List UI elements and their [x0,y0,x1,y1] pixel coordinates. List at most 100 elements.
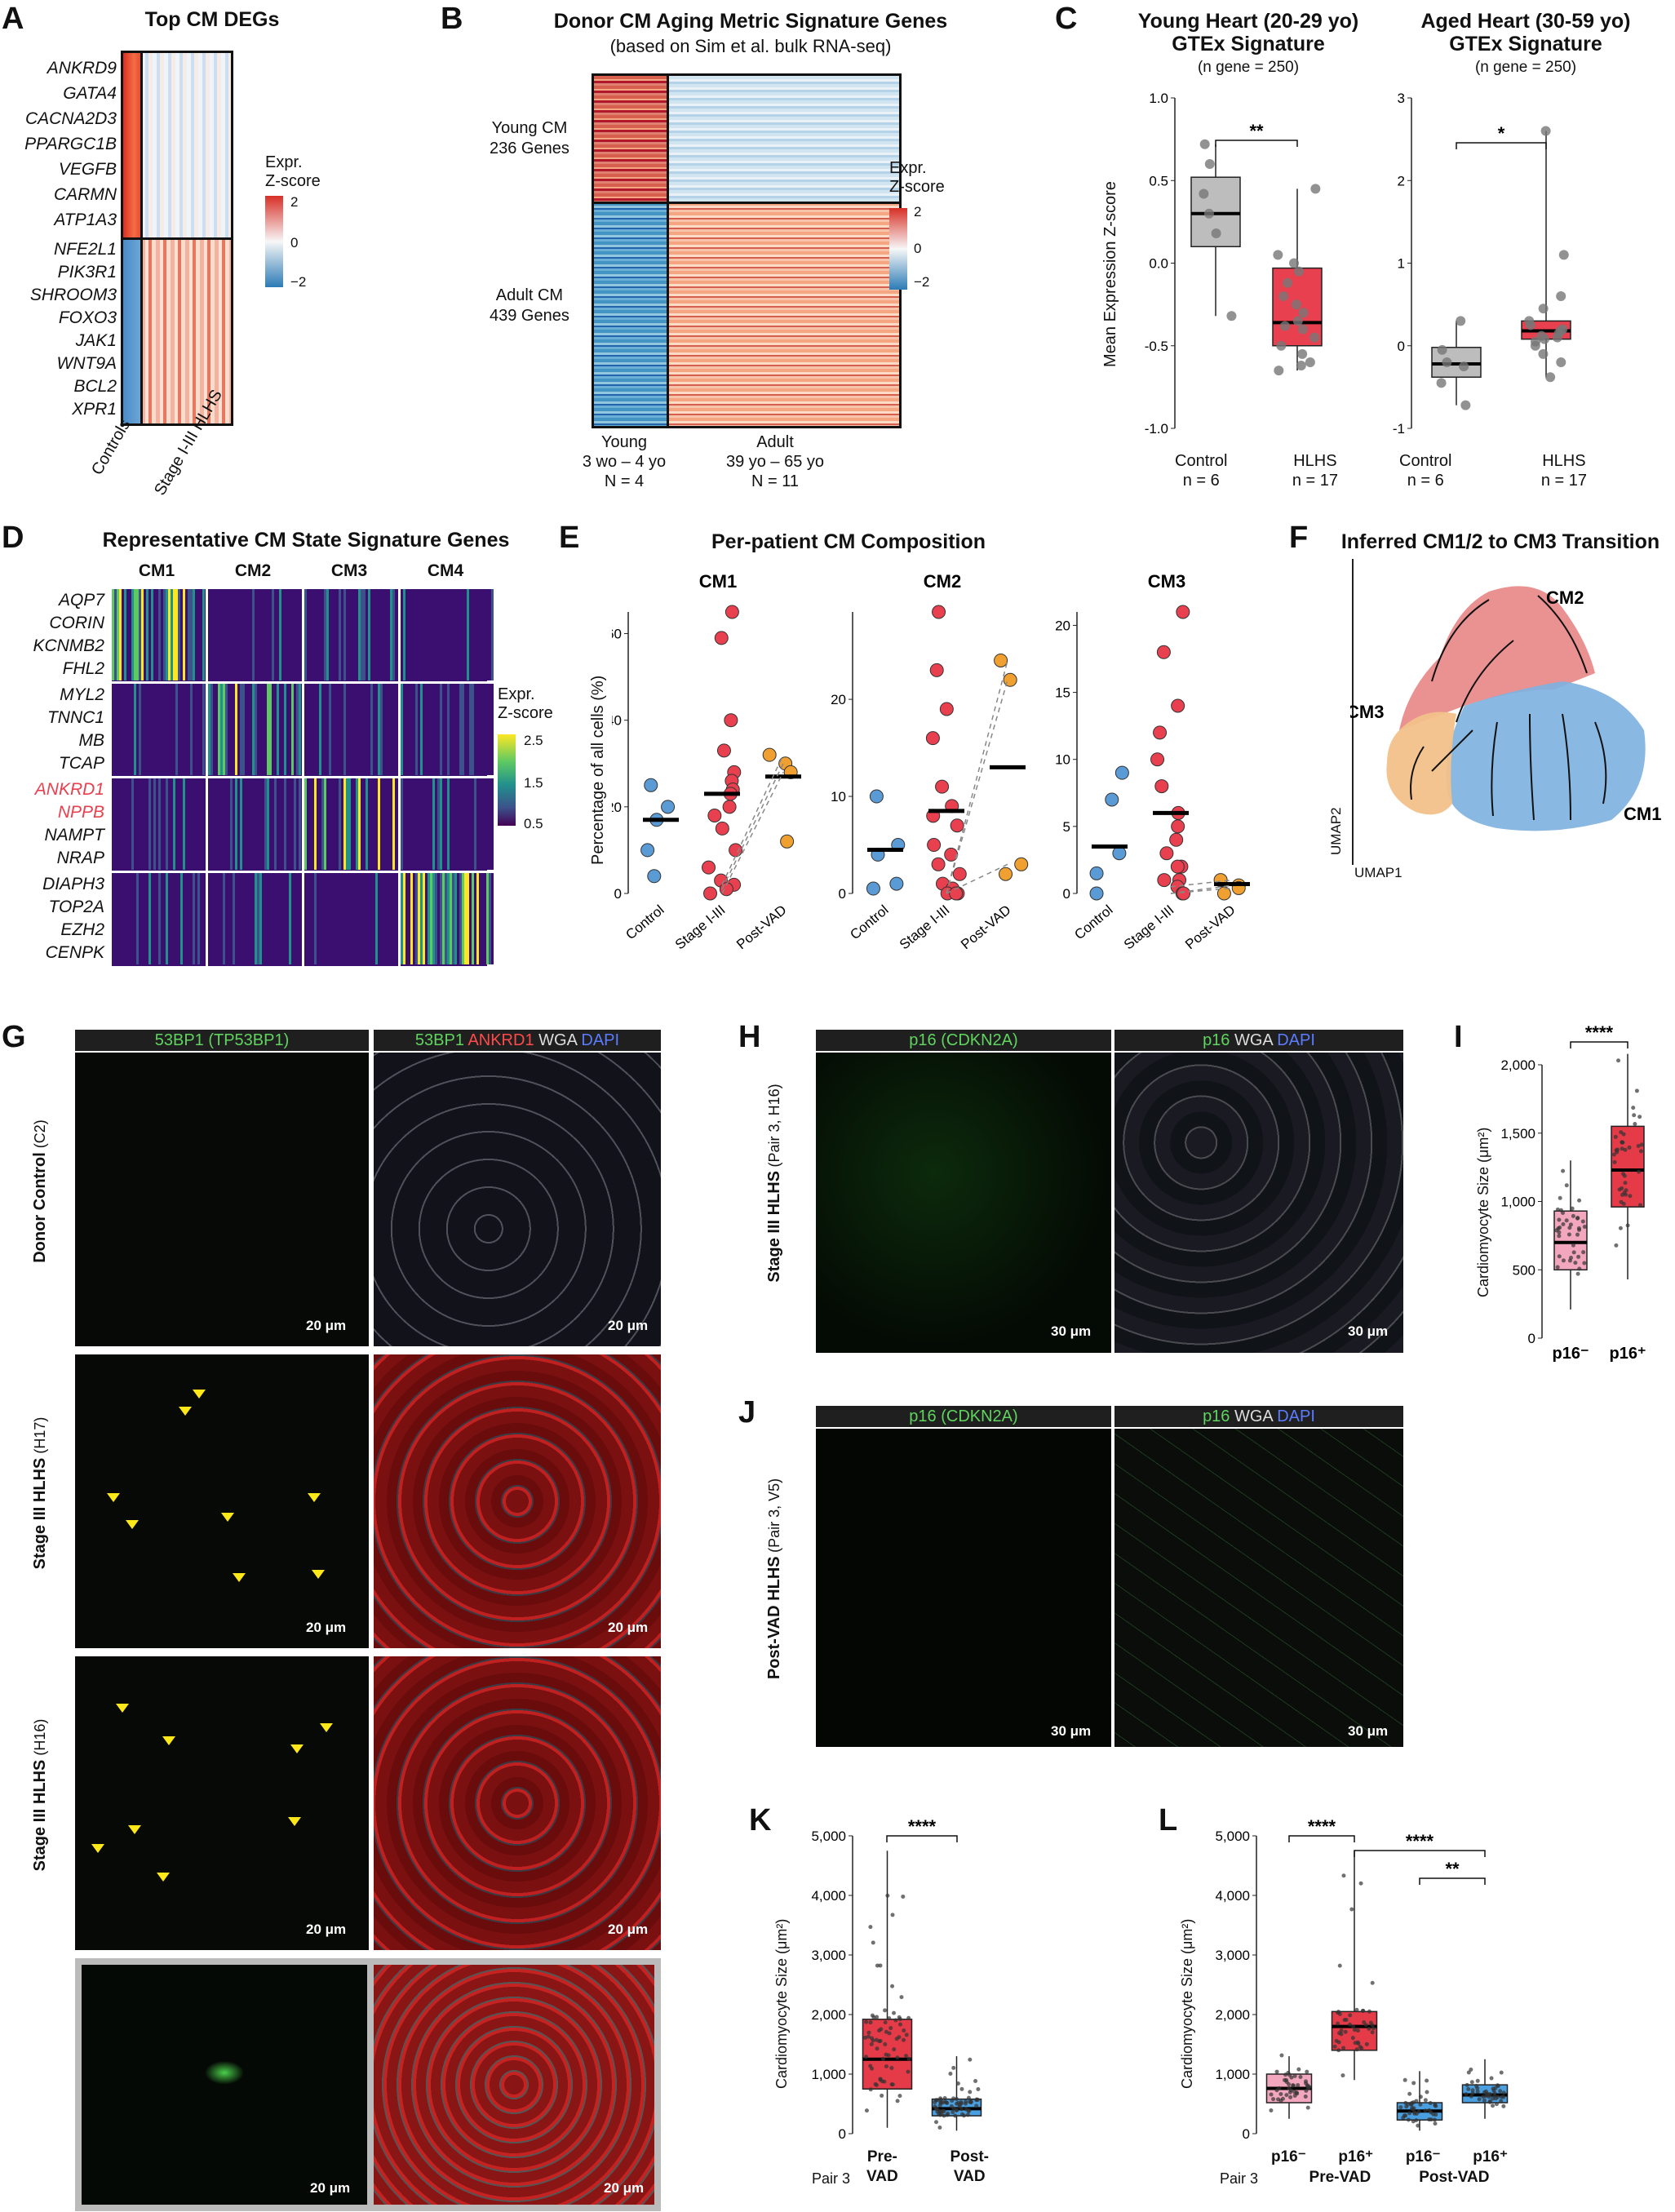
data-point [1354,2007,1359,2012]
data-point [1361,2008,1366,2013]
data-point [902,2037,906,2042]
pair-link [946,863,1008,894]
data-point [895,2099,900,2103]
gene-label: EZH2 [60,920,104,939]
data-point [1367,2026,1371,2031]
arrowhead-marker [115,1703,129,1713]
panel-I-plot: 2,000 1,500 1,000 500 0 **** p16⁻ p16⁺ [1500,1024,1646,1363]
data-point [1577,1198,1582,1203]
data-point [716,743,731,758]
data-point [1289,2088,1294,2093]
x-tick-label: Stage I-III [897,902,953,953]
data-point [1442,357,1452,367]
row-title: Stage III HLHS [31,1759,49,1872]
data-point [1407,2091,1412,2096]
panel-B-col-young: Young 3 wo – 4 yo N = 4 [582,433,667,490]
data-point [1425,2090,1429,2095]
data-point [1561,1258,1566,1263]
panel-H-row-label: Stage III HLHS (Pair 3, H16) [765,1084,783,1283]
data-point [1487,2099,1492,2104]
panel-G-label: G [2,1020,26,1054]
y-tick-label: 3,000 [1215,1948,1250,1963]
data-point [873,2081,878,2086]
data-point [1615,1147,1620,1152]
data-point [1416,2123,1420,2128]
panel-H-image-p16 [816,1053,1111,1353]
data-point [932,605,946,619]
panel-C-right-plot: 3 2 1 0 -1 * [1393,91,1571,437]
data-point [1564,1218,1569,1223]
heatmap-block [208,589,301,680]
data-point [1637,1115,1642,1119]
data-point [1564,1183,1569,1188]
data-point [1402,2077,1407,2082]
scale-bar-label: 20 μm [306,1620,347,1635]
data-point [1348,2013,1353,2018]
data-point [1292,2093,1297,2098]
data-point [944,847,959,862]
data-point [964,2101,968,2106]
heatmap-block-hlhs-up [141,238,231,423]
data-point [875,2015,880,2019]
data-point [883,2008,888,2013]
data-point [1469,2067,1473,2072]
y-tick-label: 0.5 [1149,173,1168,188]
panel-E-ylabel: Percentage of all cells (%) [589,675,607,865]
x-label-hlhs: HLHS n = 17 [1540,452,1587,490]
data-point [1289,2075,1294,2080]
y-tick-label: 2,000 [1215,2007,1250,2023]
data-point [906,2015,911,2020]
panel-D-label: D [2,521,24,555]
panel-F-ylabel: UMAP2 [1328,807,1344,855]
data-point [897,2094,902,2099]
data-point [1613,1134,1618,1139]
y-tick-label: 1,500 [1500,1126,1535,1141]
panel-J-label: J [738,1395,756,1430]
sig-bracket [1419,1877,1486,1885]
heatmap-divider [112,776,487,778]
gene-label: CORIN [49,614,104,632]
data-point [942,2113,946,2118]
data-point [949,886,964,901]
data-point [1291,299,1301,310]
data-point [729,843,743,858]
data-point [1466,2086,1471,2091]
panel-D-heatmap [112,589,494,966]
data-point [1469,2080,1474,2085]
panel-D-legend-tick: 0.5 [524,816,543,831]
data-point [1423,2108,1428,2113]
data-point [1475,2078,1480,2083]
data-point [1296,2067,1301,2072]
arrowhead-marker [156,1873,170,1882]
box-1 [1611,1125,1645,1208]
data-point [1353,2041,1358,2046]
sig-label: ** [1445,1859,1460,1879]
x-label-hlhs: HLHS n = 17 [1292,452,1338,490]
data-point [1336,2048,1341,2053]
gene-label: TOP2A [48,898,104,916]
data-point [890,1913,895,1917]
data-point [1176,605,1190,619]
data-point [1433,2121,1438,2126]
data-point [897,2022,902,2027]
data-point [887,2031,892,2036]
cluster-CM3 [1386,711,1456,815]
data-point [1298,2075,1303,2080]
data-point [1561,1221,1566,1226]
panel-F-xlabel: UMAP1 [1354,865,1402,880]
data-point [1351,2024,1356,2029]
state-header-cm4: CM4 [427,561,464,580]
gene-label: FOXO3 [58,308,117,327]
gene-label: GATA4 [63,84,117,103]
data-point [1538,348,1549,359]
data-point [1407,2111,1412,2116]
gene-label: MB [78,731,105,750]
data-point [890,2082,895,2087]
data-point [887,2016,892,2021]
data-point [1411,2081,1416,2086]
data-point [1571,1250,1576,1255]
panel-D-legend-tick: 1.5 [524,775,543,791]
heatmap-block-ctrl-down [123,238,141,423]
data-point [1568,1222,1573,1227]
